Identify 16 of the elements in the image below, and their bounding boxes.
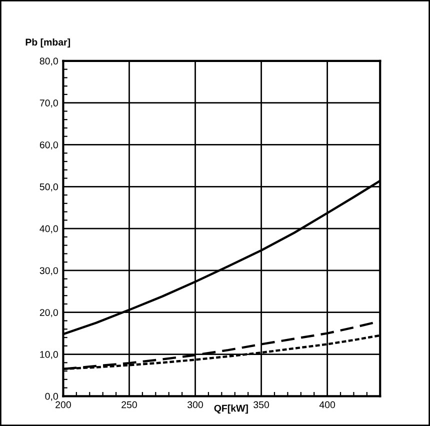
- x-tick-label: 350: [254, 401, 270, 408]
- y-tick-label: 70,0: [40, 100, 58, 108]
- x-tick-label: 300: [188, 401, 203, 408]
- y-tick-label: 0,0: [45, 392, 58, 401]
- y-tick-label: 30,0: [40, 267, 58, 276]
- y-tick-label: 10,0: [40, 351, 58, 360]
- y-tick-label: 20,0: [40, 309, 58, 318]
- y-axis-title: Pb [mbar]: [26, 38, 70, 48]
- y-tick-label: 60,0: [40, 141, 58, 150]
- y-tick-label: 80,0: [40, 58, 58, 66]
- y-tick-label: 50,0: [40, 183, 58, 192]
- x-tick-label: 400: [319, 401, 336, 408]
- x-axis-title: QF[kW]: [214, 404, 248, 414]
- x-tick-label: 250: [122, 401, 137, 408]
- x-tick-label: 200: [56, 401, 71, 408]
- y-tick-label: 40,0: [40, 225, 58, 234]
